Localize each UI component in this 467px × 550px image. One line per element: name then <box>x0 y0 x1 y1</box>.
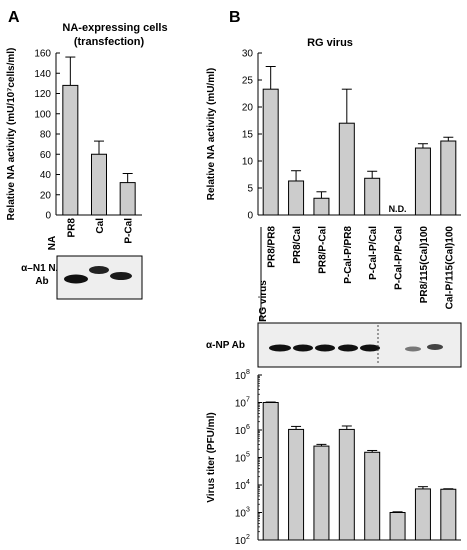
y-tick-label: 10 <box>242 157 254 168</box>
bar <box>288 428 305 541</box>
y-tick-label: 30 <box>242 49 254 60</box>
y-tick-label: 0 <box>247 211 253 222</box>
y-tick-label: 10 <box>235 536 247 547</box>
bar <box>313 197 330 216</box>
western-blot-a <box>56 255 143 300</box>
panel-b-letter: B <box>229 9 241 26</box>
blot-a-label-line2: Ab <box>35 276 48 287</box>
bar <box>288 180 305 216</box>
y-tick-label: 40 <box>40 170 52 181</box>
bar <box>91 153 107 216</box>
category-label: PR8/PR8 <box>267 226 278 268</box>
category-label: PR8/115(Cal)100 <box>419 226 430 304</box>
bar <box>389 512 406 541</box>
y-tick-exponent: 5 <box>246 452 250 459</box>
y-tick-label: 20 <box>40 190 52 201</box>
y-tick-exponent: 3 <box>246 507 250 514</box>
chart-b-top: 0 5 10 15 20 25 30 Relative NA activity (mU/ml)… <box>206 49 461 310</box>
y-tick-label: 140 <box>34 69 51 80</box>
panel-a-title-line1: NA-expressing cells <box>62 22 167 34</box>
blot-b-label: α-NP Ab <box>206 340 245 351</box>
bar <box>364 177 381 216</box>
category-label: PR8 <box>66 218 77 238</box>
panel-a-title-line2: (transfection) <box>74 36 145 48</box>
rg-virus-label: RG virus <box>258 280 269 322</box>
y-tick-exponent: 7 <box>246 397 250 404</box>
category-label: P-Cal-P/P-Cal <box>394 226 405 290</box>
category-label: P-Cal-P/PR8 <box>343 226 354 284</box>
y-tick-label: 10 <box>235 509 247 520</box>
y-tick-label: 10 <box>235 399 247 410</box>
bar <box>414 488 431 541</box>
bar <box>262 402 279 541</box>
bar <box>364 451 381 541</box>
y-axis-label: Relative NA activity (mU/ml) <box>206 68 217 200</box>
y-tick-label: 10 <box>235 481 247 492</box>
blot-a-label-line1: α–N1 NA <box>21 263 63 274</box>
y-tick-label: 0 <box>45 211 51 222</box>
y-tick-label: 5 <box>247 184 253 195</box>
category-label: P-Cal-P/Cal <box>368 226 379 280</box>
y-tick-label: 25 <box>242 76 254 87</box>
category-label: PR8/P-Cal <box>317 226 328 274</box>
y-tick-label: 10 <box>235 426 247 437</box>
bar <box>414 147 431 216</box>
panel-a-letter: A <box>8 9 20 26</box>
bar <box>338 122 355 216</box>
category-label: Cal-P/115(Cal)100 <box>444 226 455 310</box>
y-axis-label: Virus titer (PFU/ml) <box>206 412 217 502</box>
bar <box>440 488 457 541</box>
bar <box>119 182 136 216</box>
y-tick-label: 80 <box>40 130 52 141</box>
panel-b-title: RG virus <box>307 37 353 49</box>
y-tick-label: 120 <box>34 89 51 100</box>
y-tick-label: 15 <box>242 130 254 141</box>
bar <box>262 88 279 216</box>
y-tick-exponent: 6 <box>246 424 250 431</box>
y-tick-label: 10 <box>235 371 247 382</box>
y-tick-label: 10 <box>235 454 247 465</box>
y-tick-label: 60 <box>40 150 52 161</box>
bar <box>338 428 355 541</box>
y-axis-label: Relative NA activity (mU/10⁷cells/ml) <box>6 48 17 221</box>
y-tick-exponent: 4 <box>246 479 250 486</box>
y-tick-label: 100 <box>34 109 51 120</box>
bar <box>313 445 330 541</box>
chart-a: 0 20 40 60 80 100 120 140 160 Relative NA activit… <box>6 48 142 244</box>
western-blot-b <box>257 322 462 368</box>
y-tick-label: 20 <box>242 103 254 114</box>
category-label: PR8/Cal <box>292 226 303 264</box>
y-tick-exponent: 2 <box>246 534 250 541</box>
category-label: Cal <box>95 218 106 234</box>
category-label: P-Cal <box>124 218 135 244</box>
y-tick-label: 160 <box>34 49 51 60</box>
y-tick-exponent: 8 <box>246 369 250 376</box>
bar <box>440 140 457 216</box>
bar <box>62 84 79 216</box>
na-row-label: NA <box>47 236 58 250</box>
not-detected-label: N.D. <box>389 204 407 214</box>
